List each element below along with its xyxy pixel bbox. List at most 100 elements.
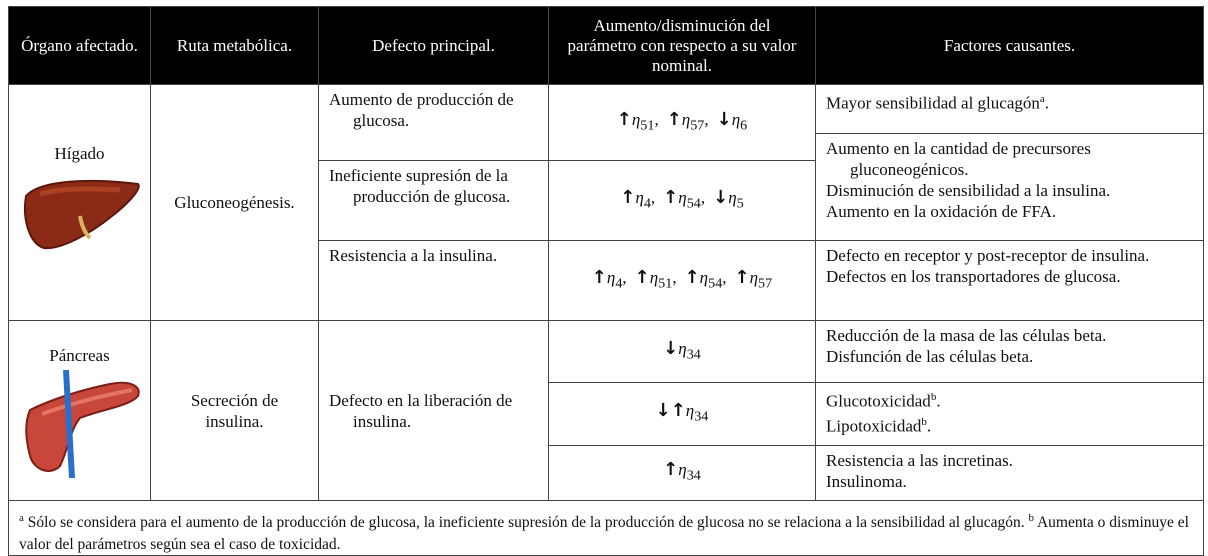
- subscript: 34: [694, 408, 709, 425]
- symbol: η: [678, 187, 687, 207]
- subscript: 57: [690, 117, 705, 134]
- symbol: η: [728, 187, 737, 207]
- parameter: ↓↑η34: [656, 400, 709, 427]
- defect-cell: Resistencia a la insulina.: [318, 240, 549, 321]
- factor-cell: Defecto en receptor y post-receptor de i…: [815, 240, 1204, 321]
- header-cell: Órgano afectado.: [8, 6, 151, 85]
- header-text: Defecto principal.: [372, 35, 495, 55]
- symbol: η: [649, 267, 659, 287]
- parameter: ↑η54,: [685, 267, 727, 294]
- factor-cell: Mayor sensibilidad al glucagóna.: [815, 84, 1204, 134]
- factor-text: Defecto en receptor y post-receptor de i…: [826, 246, 1150, 265]
- factor-punct: .: [926, 416, 932, 436]
- factor-cell: Resistencia a las incretinas. Insulinoma.: [815, 445, 1204, 501]
- factor-punct: .: [936, 391, 941, 411]
- subscript: 4: [643, 195, 651, 212]
- parameter-cell: ↑η4, ↑η54, ↓η5: [548, 160, 816, 241]
- factor-text: Glucotoxicidadb.: [826, 387, 1193, 412]
- organ-cell: Páncreas: [8, 320, 151, 501]
- parameter-cell: ↓η34: [548, 320, 816, 383]
- parameter-cell: ↑η51, ↑η57, ↓η6: [548, 84, 816, 161]
- defect-text: Resistencia a la insulina.: [329, 246, 498, 265]
- factor-text: Aumento en la cantidad de precursores gl…: [826, 139, 1091, 179]
- parameter-cell: ↑η34: [548, 445, 816, 501]
- arrow: ↑: [616, 108, 632, 130]
- symbol: η: [631, 109, 641, 129]
- footnote-mark: a: [19, 512, 24, 524]
- symbol: η: [699, 267, 709, 287]
- arrow: ↑: [663, 186, 679, 208]
- parameter: ↑η34: [663, 459, 701, 486]
- header-cell: Aumento/disminución del parámetro con re…: [548, 6, 816, 85]
- parameter: ↓η5: [713, 187, 744, 214]
- header-text: Órgano afectado.: [21, 35, 138, 55]
- symbol: η: [606, 267, 616, 287]
- parameter: ↓η6: [717, 109, 748, 136]
- separator: ,: [700, 187, 706, 207]
- factor-main: Lipotoxicidad: [826, 416, 922, 436]
- defect-cell: Ineficiente supresión de la producción d…: [318, 160, 549, 241]
- route-cell: Secreción de insulina.: [150, 320, 319, 501]
- header-text: Ruta metabólica.: [176, 35, 293, 55]
- header-cell: Defecto principal.: [318, 6, 549, 85]
- subscript: 4: [615, 275, 623, 292]
- factor-text: Lipotoxicidadb.: [826, 412, 1193, 437]
- factor-text: Disminución de sensibilidad a la insulin…: [826, 181, 1111, 200]
- arrow: ↑: [663, 459, 679, 481]
- arrow: ↑: [734, 266, 750, 288]
- symbol: η: [678, 338, 687, 358]
- arrow: ↓: [713, 186, 729, 208]
- parameter: ↑η4,: [592, 267, 627, 294]
- parameter: ↑η51,: [617, 109, 659, 136]
- symbol: η: [635, 187, 644, 207]
- footnote-mark: b: [921, 415, 927, 428]
- parameter-cell: ↓↑η34: [548, 382, 816, 446]
- symbol: η: [749, 267, 759, 287]
- arrow: ↓↑: [655, 400, 686, 422]
- organ-name: Páncreas: [49, 346, 110, 365]
- subscript: 51: [640, 117, 655, 134]
- footnote-mark: b: [1028, 512, 1034, 524]
- liver-image: [24, 179, 140, 250]
- arrow: ↓: [716, 108, 732, 130]
- footnote-mark: a: [1039, 93, 1045, 105]
- separator: ,: [622, 267, 627, 287]
- factor-main: Glucotoxicidad: [826, 391, 931, 411]
- header-text: Aumento/disminución del parámetro con re…: [567, 15, 797, 75]
- arrow: ↓: [663, 337, 679, 359]
- factor-text: Defectos en los transportadores de gluco…: [826, 267, 1121, 286]
- defect-text: Ineficiente supresión de la producción d…: [329, 166, 511, 206]
- parameter: ↑η57: [735, 267, 773, 294]
- factor-main: Mayor sensibilidad al glucagón: [826, 93, 1040, 113]
- arrow: ↑: [620, 186, 636, 208]
- organ-cell: Hígado: [8, 84, 151, 321]
- defect-text: Defecto en la liberación de insulina.: [329, 390, 513, 431]
- symbol: η: [731, 109, 741, 129]
- parameter: ↑η51,: [635, 267, 677, 294]
- factor-text: Mayor sensibilidad al glucagóna.: [826, 89, 1193, 114]
- route-cell: Gluconeogénesis.: [150, 84, 319, 321]
- header-text: Factores causantes.: [943, 35, 1076, 55]
- subscript: 54: [708, 275, 723, 292]
- route-text: Secreción de insulina.: [190, 390, 279, 431]
- arrow: ↑: [666, 108, 682, 130]
- factor-text: Resistencia a las incretinas.: [826, 451, 1013, 470]
- factor-text: Reducción de la masa de las células beta…: [826, 326, 1107, 345]
- parameter: ↑η54,: [663, 187, 705, 214]
- factor-text: Disfunción de las células beta.: [826, 347, 1034, 366]
- factor-cell: Aumento en la cantidad de precursores gl…: [815, 133, 1204, 241]
- defect-cell: Aumento de producción de glucosa.: [318, 84, 549, 161]
- pancreas-image: [25, 370, 140, 478]
- symbol: η: [685, 401, 695, 421]
- separator: ,: [654, 109, 659, 129]
- route-text: Gluconeogénesis.: [174, 193, 295, 212]
- parameter: ↑η57,: [667, 109, 709, 136]
- separator: ,: [650, 187, 656, 207]
- defect-cell: Defecto en la liberación de insulina.: [318, 320, 549, 501]
- symbol: η: [678, 460, 687, 480]
- subscript: 34: [686, 346, 701, 363]
- separator: ,: [722, 267, 727, 287]
- symbol: η: [681, 109, 691, 129]
- subscript: 34: [686, 467, 701, 484]
- separator: ,: [672, 267, 677, 287]
